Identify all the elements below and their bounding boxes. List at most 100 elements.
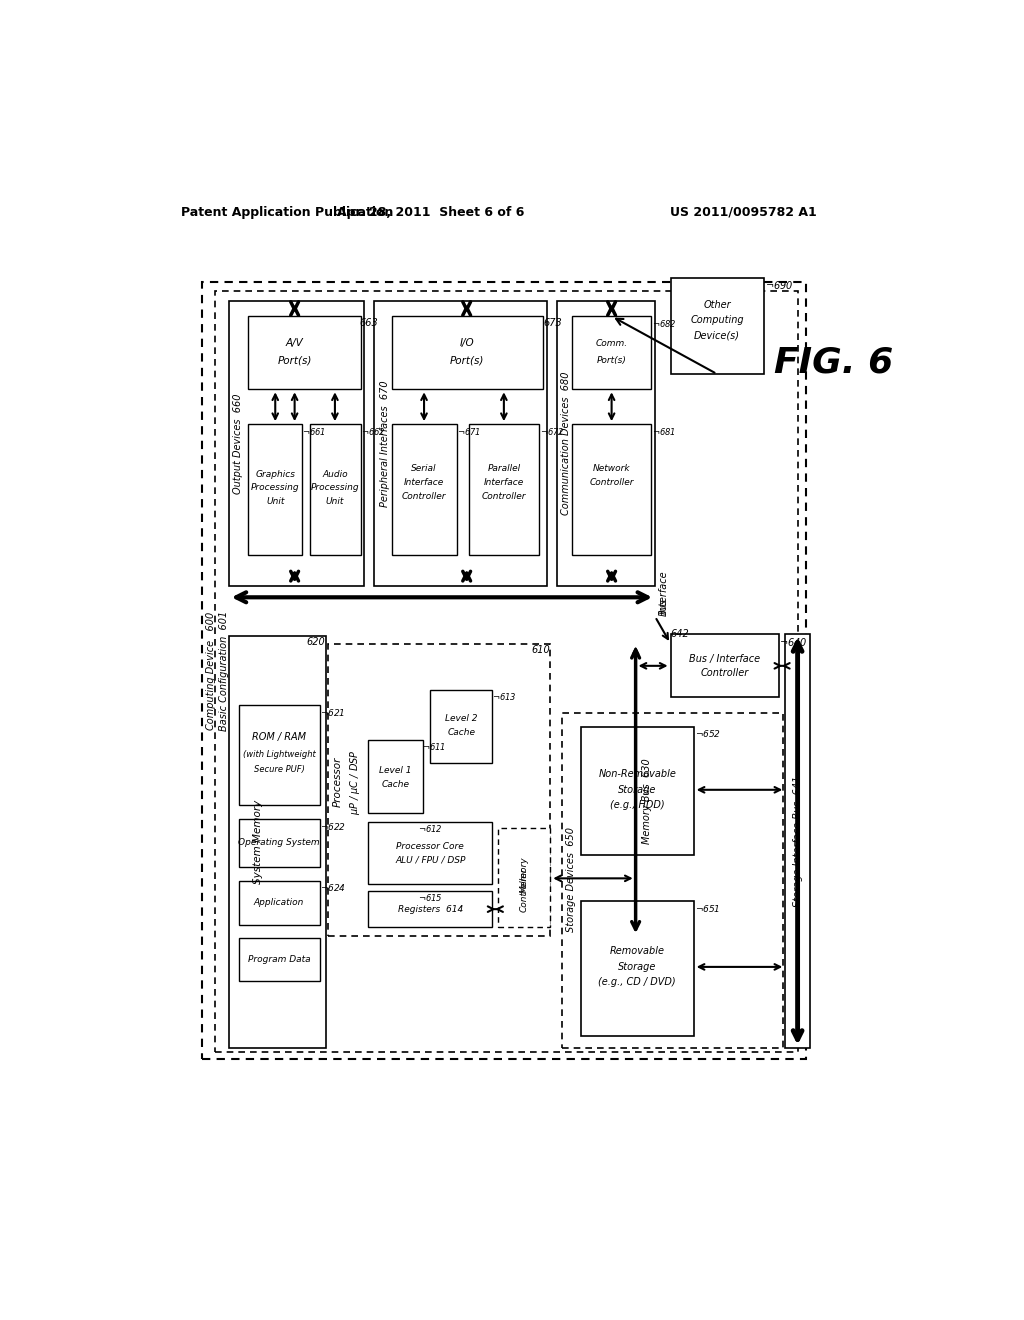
Text: $\mu$P / $\mu$C / DSP: $\mu$P / $\mu$C / DSP	[348, 750, 362, 814]
Bar	[328, 644, 550, 936]
Text: Bus / Interface: Bus / Interface	[689, 653, 760, 664]
Text: Controller: Controller	[401, 492, 446, 500]
Text: Peripheral Interfaces  670: Peripheral Interfaces 670	[380, 380, 390, 507]
Text: ROM / RAM: ROM / RAM	[252, 733, 306, 742]
Text: $\neg$621: $\neg$621	[321, 706, 345, 718]
Text: Memory Bus  630: Memory Bus 630	[642, 759, 652, 845]
Text: Program Data: Program Data	[248, 954, 310, 964]
Bar	[239, 705, 321, 805]
Bar	[369, 891, 493, 927]
Text: 642: 642	[671, 630, 689, 639]
Bar	[239, 818, 321, 867]
Text: $\neg$690: $\neg$690	[765, 280, 794, 292]
Bar	[202, 281, 806, 1059]
Bar	[499, 829, 550, 927]
Text: (e.g., HDD): (e.g., HDD)	[610, 800, 665, 810]
Text: Controller: Controller	[519, 867, 528, 912]
Text: Network: Network	[593, 465, 631, 473]
Text: Level 2: Level 2	[445, 714, 477, 723]
Text: 663: 663	[359, 318, 378, 327]
Text: Unit: Unit	[266, 498, 285, 507]
Text: Storage Devices  650: Storage Devices 650	[566, 828, 575, 932]
Text: Removable: Removable	[609, 946, 665, 957]
Text: Storage: Storage	[618, 962, 656, 972]
Text: Port(s): Port(s)	[278, 355, 312, 366]
Text: US 2011/0095782 A1: US 2011/0095782 A1	[671, 206, 817, 219]
Text: Processing: Processing	[251, 483, 300, 492]
Text: Controller: Controller	[590, 478, 634, 487]
Text: $\neg$624: $\neg$624	[321, 882, 346, 894]
Text: Registers  614: Registers 614	[397, 904, 463, 913]
Bar	[671, 277, 764, 374]
Text: 673: 673	[544, 318, 562, 327]
Text: Graphics: Graphics	[255, 470, 295, 479]
Text: $\neg$622: $\neg$622	[321, 821, 346, 832]
Text: Controller: Controller	[700, 668, 749, 677]
Text: Comm.: Comm.	[596, 339, 628, 347]
Text: I/O: I/O	[460, 338, 474, 348]
Text: Device(s): Device(s)	[694, 330, 740, 341]
Text: Processor Core: Processor Core	[396, 842, 464, 850]
Bar	[671, 635, 779, 697]
Text: Apr. 28, 2011  Sheet 6 of 6: Apr. 28, 2011 Sheet 6 of 6	[337, 206, 524, 219]
Bar	[562, 713, 783, 1048]
Text: Cache: Cache	[447, 729, 475, 738]
Text: Parallel: Parallel	[487, 465, 520, 473]
Bar	[391, 424, 458, 554]
Text: $\neg$615: $\neg$615	[418, 892, 442, 903]
Text: Storage Interface Bus  641: Storage Interface Bus 641	[793, 776, 803, 907]
Text: $\neg$672: $\neg$672	[540, 425, 564, 437]
Text: Audio: Audio	[323, 470, 348, 479]
Text: A/V: A/V	[286, 338, 303, 348]
Text: $\neg$681: $\neg$681	[652, 425, 676, 437]
Bar	[572, 424, 651, 554]
Text: Serial: Serial	[412, 465, 437, 473]
Bar	[369, 822, 493, 884]
Text: $\neg$612: $\neg$612	[418, 822, 442, 834]
Bar	[785, 635, 810, 1048]
Bar	[582, 902, 693, 1036]
Text: $\neg$662: $\neg$662	[361, 425, 385, 437]
Bar	[582, 726, 693, 855]
Bar	[375, 301, 547, 586]
Bar	[310, 424, 360, 554]
Text: FIG. 6: FIG. 6	[773, 346, 893, 379]
Text: Storage: Storage	[618, 785, 656, 795]
Bar	[248, 317, 360, 389]
Text: Basic Configuration  601: Basic Configuration 601	[219, 610, 229, 730]
Text: Application: Application	[254, 898, 304, 907]
Text: Memory: Memory	[519, 857, 528, 892]
Bar	[228, 301, 365, 586]
Text: Bus: Bus	[658, 598, 669, 616]
Bar	[248, 424, 302, 554]
Text: Non-Removable: Non-Removable	[598, 770, 676, 779]
Text: Other: Other	[703, 300, 731, 310]
Text: (with Lightweight: (with Lightweight	[243, 750, 315, 759]
Bar	[391, 317, 543, 389]
Bar	[228, 636, 326, 1048]
Text: Port(s): Port(s)	[450, 355, 484, 366]
Text: System Memory: System Memory	[253, 800, 263, 883]
Bar	[239, 880, 321, 924]
Bar	[369, 739, 423, 813]
Text: Interface: Interface	[658, 570, 669, 614]
Bar	[239, 937, 321, 981]
Text: Processing: Processing	[310, 483, 359, 492]
Text: Unit: Unit	[326, 498, 344, 507]
Text: $\neg$652: $\neg$652	[694, 729, 721, 739]
Text: $\neg$651: $\neg$651	[694, 903, 720, 913]
Text: 620: 620	[307, 638, 326, 647]
Text: Controller: Controller	[481, 492, 526, 500]
Text: 610: 610	[531, 645, 550, 655]
Text: $\neg$611: $\neg$611	[423, 742, 446, 752]
Bar	[572, 317, 651, 389]
Text: Interface: Interface	[483, 478, 524, 487]
Text: Output Devices  660: Output Devices 660	[233, 393, 244, 494]
Text: Processor: Processor	[332, 756, 342, 808]
Text: Computing: Computing	[690, 315, 743, 325]
Text: Port(s): Port(s)	[597, 355, 627, 364]
Bar	[215, 290, 799, 1052]
Text: Operating System: Operating System	[239, 838, 319, 847]
Text: Communication Devices  680: Communication Devices 680	[561, 371, 571, 515]
Text: $\neg$613: $\neg$613	[493, 692, 517, 702]
